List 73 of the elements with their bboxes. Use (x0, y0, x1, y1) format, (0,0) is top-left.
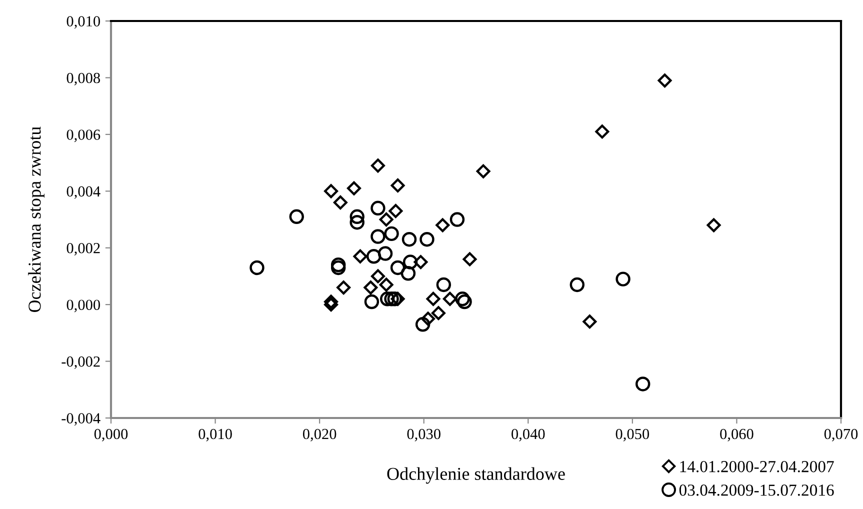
point (431, 306, 446, 320)
point (380, 292, 395, 306)
point (415, 317, 430, 332)
point (388, 204, 403, 218)
point (706, 218, 721, 232)
point (616, 272, 630, 286)
point (379, 212, 394, 227)
x-tick-label: 0,010 (198, 428, 232, 442)
x-tick-label: 0,040 (512, 428, 545, 442)
point (582, 314, 597, 329)
point (370, 269, 385, 284)
y-tick-label: -0,002 (62, 356, 100, 369)
x-axis-title: Odchylenie standardowe (387, 467, 565, 484)
point (400, 266, 416, 281)
legend-label: 14.01.2000-27.04.2007 (680, 460, 834, 472)
point (658, 74, 672, 88)
point (364, 294, 380, 310)
y-tick-label: 0,004 (66, 186, 100, 199)
point (450, 212, 465, 227)
point (336, 280, 351, 295)
point (346, 181, 361, 196)
x-tick-label: 0,030 (407, 428, 440, 442)
point (436, 218, 450, 232)
x-tick-label: 0,020 (302, 428, 336, 442)
point (324, 184, 338, 198)
point (457, 294, 472, 310)
x-tick-label: 0,000 (94, 428, 128, 442)
x-tick-label: 0,070 (824, 428, 858, 442)
point (390, 178, 405, 192)
y-tick-label: 0,000 (66, 300, 100, 312)
legend-label: 03.04.2009-15.07.2016 (679, 484, 834, 496)
y-tick-label: -0,004 (62, 413, 100, 426)
point (378, 246, 393, 261)
point (402, 232, 417, 247)
point (289, 209, 304, 224)
point (250, 260, 264, 276)
point (442, 292, 457, 306)
point (370, 158, 385, 173)
point (414, 255, 428, 270)
point (402, 254, 418, 270)
point (635, 376, 650, 392)
point (364, 280, 378, 295)
point (595, 124, 610, 139)
point (390, 260, 406, 276)
point (350, 214, 364, 230)
point (370, 229, 386, 244)
point (426, 292, 440, 306)
point (421, 312, 436, 326)
point (324, 298, 338, 312)
point (570, 277, 585, 292)
point (420, 232, 434, 247)
y-axis-title: Oczekiwana stopa zwrotu (28, 126, 44, 312)
point (436, 277, 452, 292)
point (462, 252, 477, 266)
point (379, 278, 394, 292)
y-tick-label: 0,006 (66, 130, 100, 142)
point (384, 226, 399, 242)
point (324, 294, 338, 309)
point (350, 209, 364, 224)
y-tick-label: 0,010 (66, 16, 100, 29)
point (370, 200, 386, 216)
x-tick-label: 0,050 (616, 428, 650, 442)
point (330, 258, 346, 272)
y-tick-label: 0,002 (66, 243, 100, 256)
point (476, 164, 490, 178)
point (455, 292, 470, 306)
y-tick-label: 0,008 (66, 72, 100, 86)
x-tick-label: 0,060 (720, 428, 754, 442)
point (353, 249, 368, 264)
point (384, 292, 399, 306)
point (366, 249, 382, 264)
point (330, 260, 346, 276)
point (333, 195, 348, 210)
